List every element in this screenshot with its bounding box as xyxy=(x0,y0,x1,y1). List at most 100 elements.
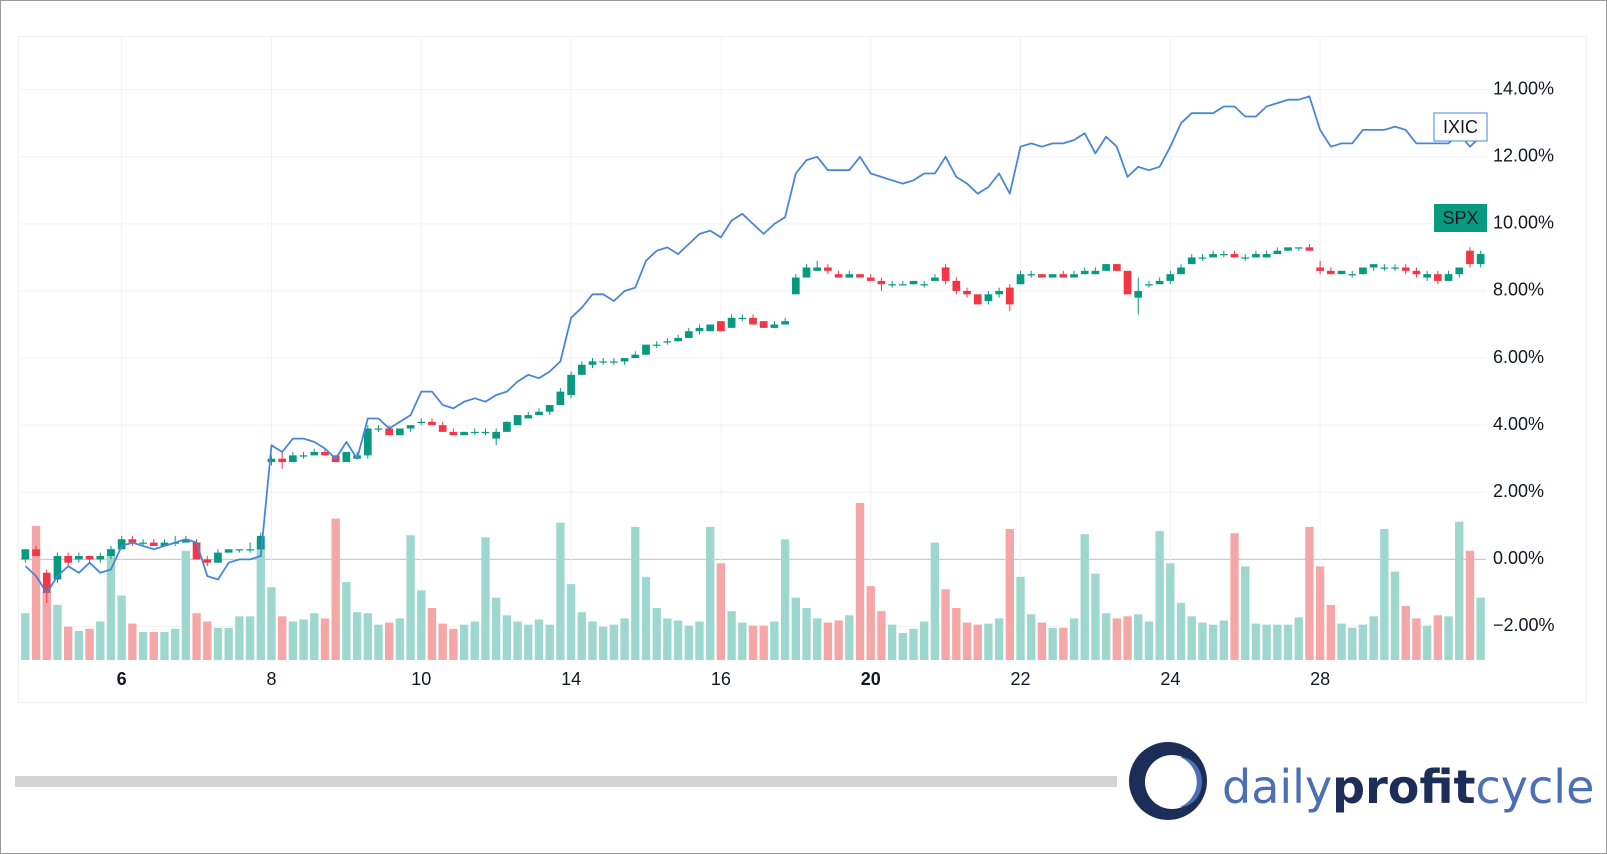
candle-body xyxy=(1433,274,1442,281)
y-tick-label: 8.00% xyxy=(1493,280,1544,300)
candle-body xyxy=(813,267,822,271)
candle-body xyxy=(53,556,62,580)
candle-body xyxy=(267,458,276,463)
candle-body xyxy=(1112,264,1121,271)
candle-body xyxy=(877,280,886,285)
candle-body xyxy=(406,425,415,429)
y-tick-label: 6.00% xyxy=(1493,347,1544,367)
volume-bar xyxy=(438,623,447,660)
y-tick-label: 0.00% xyxy=(1493,548,1544,568)
candle-body xyxy=(984,294,993,302)
volume-bar xyxy=(695,621,704,660)
candle-body xyxy=(289,455,297,463)
candle-body xyxy=(535,411,543,416)
volume-bar xyxy=(235,616,244,660)
volume-bar xyxy=(1380,528,1389,660)
x-tick-label: 14 xyxy=(561,669,581,689)
x-tick-label: 22 xyxy=(1011,669,1031,689)
candle-body xyxy=(246,549,254,551)
volume-bar xyxy=(791,597,800,660)
candle-body xyxy=(182,539,190,543)
volume-bar xyxy=(502,615,512,660)
volume-bar xyxy=(1348,627,1357,660)
candle-body xyxy=(642,344,650,355)
volume-bar xyxy=(21,613,30,660)
candle-body xyxy=(1166,274,1175,281)
volume-bar xyxy=(920,621,929,660)
volume-bar xyxy=(417,590,426,660)
x-tick-label: 28 xyxy=(1310,669,1330,689)
candle-body xyxy=(738,317,747,320)
volume-bar xyxy=(577,612,586,660)
volume-bar xyxy=(1091,573,1100,660)
candle-body xyxy=(888,284,896,286)
brand-part: daily xyxy=(1222,760,1332,814)
volume-bar xyxy=(1048,627,1057,660)
volume-bar xyxy=(706,526,715,660)
candle-body xyxy=(224,549,233,553)
candle-body xyxy=(620,358,629,362)
candle-body xyxy=(460,431,468,436)
candle-body xyxy=(759,321,768,328)
volume-bar xyxy=(85,628,94,660)
candle-body xyxy=(310,452,319,456)
volume-bar xyxy=(256,538,265,660)
x-tick-label: 20 xyxy=(861,669,881,689)
volume-bar xyxy=(1412,618,1421,660)
candle-body xyxy=(1145,284,1153,286)
volume-bar xyxy=(1433,615,1443,660)
x-tick-label: 8 xyxy=(266,669,276,689)
candle-body xyxy=(1241,257,1250,259)
volume-bar xyxy=(994,618,1004,660)
candle-body xyxy=(278,458,287,463)
volume-bar xyxy=(1123,616,1132,660)
volume-bar xyxy=(224,627,233,660)
candle-body xyxy=(342,452,351,463)
volume-bar xyxy=(759,625,768,660)
volume-bar xyxy=(556,522,565,660)
volume-bar xyxy=(374,624,383,660)
series-tag xyxy=(1434,204,1487,232)
volume-bar xyxy=(599,626,608,660)
candle-body xyxy=(1316,267,1324,271)
candle-body xyxy=(503,421,511,432)
candle-body xyxy=(1038,274,1046,278)
volume-bar xyxy=(406,535,415,660)
candle-body xyxy=(674,337,682,342)
volume-bar xyxy=(716,563,726,660)
candle-body xyxy=(1091,270,1100,275)
volume-bar xyxy=(684,625,693,660)
volume-bar xyxy=(823,622,833,660)
candle-body xyxy=(610,361,618,363)
volume-bar xyxy=(609,624,619,660)
volume-bar xyxy=(1187,616,1196,660)
volume-bar xyxy=(1369,616,1378,660)
candle-body xyxy=(663,341,672,343)
candle-body xyxy=(1401,267,1410,271)
candle-body xyxy=(1348,274,1357,276)
volume-bar xyxy=(898,632,907,660)
volume-bar xyxy=(117,595,126,660)
scrollbar[interactable] xyxy=(15,776,1117,787)
volume-bar xyxy=(909,628,918,660)
volume-bar xyxy=(1262,624,1271,660)
volume-bar xyxy=(352,612,362,660)
x-tick-label: 6 xyxy=(117,669,127,689)
volume-bar xyxy=(470,621,479,660)
candle-body xyxy=(556,391,565,406)
candle-body xyxy=(695,327,704,332)
volume-bar xyxy=(877,611,886,660)
volume-bar xyxy=(427,608,437,660)
volume-bar xyxy=(1273,624,1282,660)
volume-bar xyxy=(1155,531,1164,660)
candle-body xyxy=(374,428,383,430)
candle-layer xyxy=(21,244,1485,603)
volume-bar xyxy=(1101,613,1111,660)
candle-body xyxy=(32,549,40,556)
volume-bar xyxy=(802,608,811,660)
candle-body xyxy=(1252,254,1260,258)
volume-bar xyxy=(813,618,822,660)
volume-bar xyxy=(1069,618,1079,660)
candle-body xyxy=(1080,270,1089,275)
volume-bar xyxy=(1305,526,1314,660)
